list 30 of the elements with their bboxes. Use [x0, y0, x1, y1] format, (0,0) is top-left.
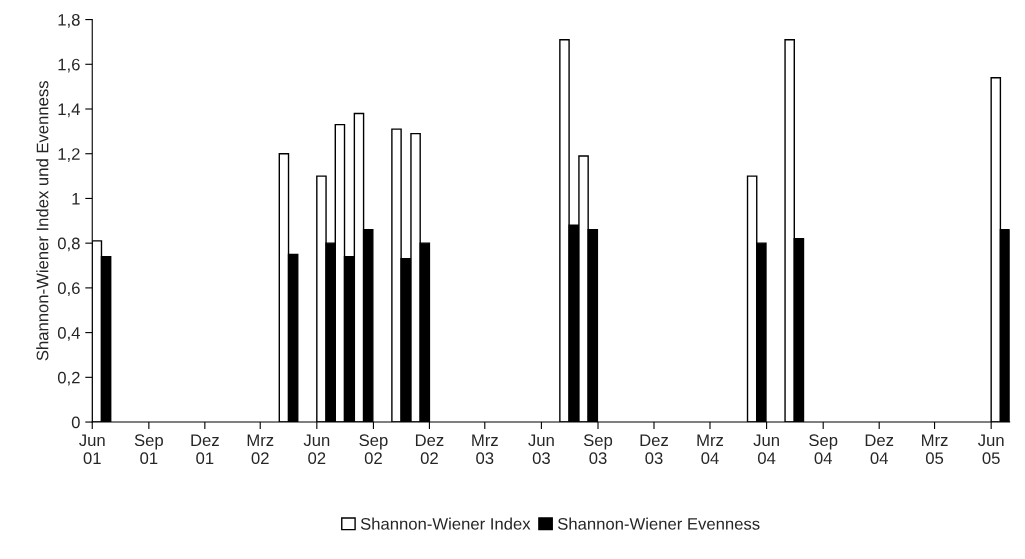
x-tick-label: Jun 05: [977, 434, 1004, 465]
x-tick-label: Sep 02: [359, 434, 388, 465]
y-tick-label: 0,8: [57, 237, 80, 252]
x-tick-label: Dez 02: [415, 434, 444, 465]
x-tick-label: Dez 04: [865, 434, 894, 465]
y-tick-label: 1,8: [58, 13, 80, 28]
legend-label: Shannon-Wiener Evenness: [557, 517, 760, 530]
y-tick-label: 1: [72, 193, 80, 205]
x-tick-label: Mrz 03: [472, 434, 498, 465]
x-tick-label: Jun 04: [753, 434, 779, 465]
y-axis-title: Shannon-Wiener Index und Evenness: [36, 81, 49, 361]
x-tick-label: Sep 03: [583, 434, 613, 465]
x-tick-label: Sep 01: [134, 434, 163, 465]
y-tick-label: 1,4: [58, 103, 80, 118]
y-tick-label: 1,6: [58, 58, 80, 73]
y-tick-label: 1,2: [58, 148, 80, 162]
y-tick-label: 0,2: [57, 371, 80, 386]
x-tick-label: Jun 01: [79, 434, 105, 465]
y-tick-label: 0: [71, 416, 80, 429]
y-tick-label: 0,4: [57, 327, 80, 341]
legend-label: Shannon-Wiener Index: [360, 517, 531, 530]
x-tick-label: Jun 02: [303, 434, 330, 465]
x-tick-label: Jun 03: [528, 434, 554, 465]
x-tick-label: Sep 04: [809, 434, 838, 465]
x-tick-label: Dez 01: [191, 434, 219, 465]
x-tick-label: Mrz 05: [922, 434, 948, 465]
x-tick-label: Dez 03: [640, 434, 668, 465]
y-tick-label: 0,6: [57, 282, 80, 297]
x-tick-label: Mrz 02: [247, 434, 274, 465]
x-tick-label: Mrz 04: [697, 434, 724, 465]
